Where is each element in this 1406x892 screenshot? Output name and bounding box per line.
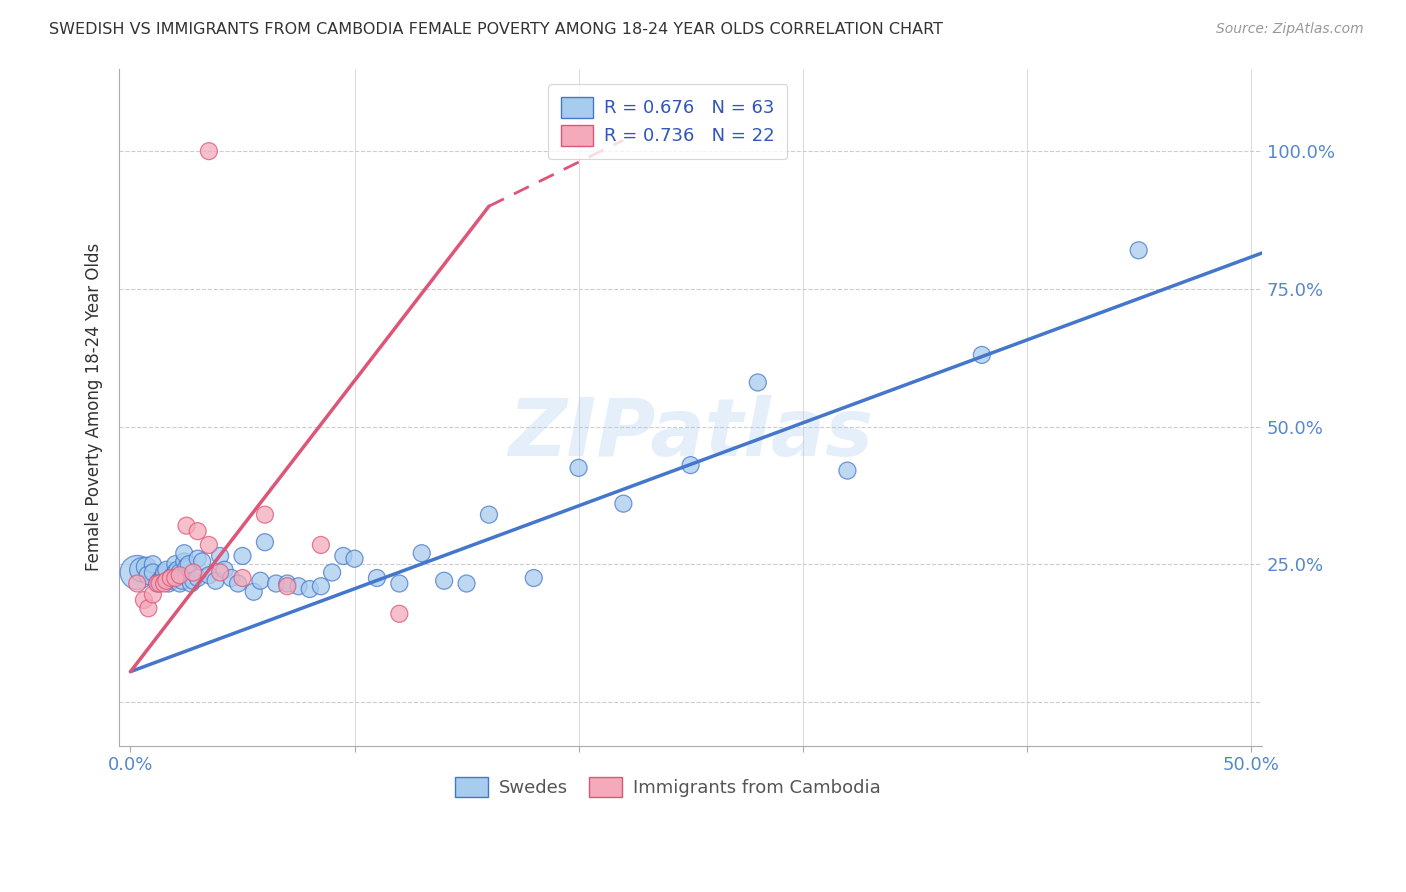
Point — [159, 571, 181, 585]
Point — [411, 546, 433, 560]
Point — [612, 497, 634, 511]
Point — [253, 535, 276, 549]
Point — [747, 376, 769, 390]
Point — [173, 546, 195, 560]
Point — [523, 571, 546, 585]
Point — [162, 568, 184, 582]
Point — [209, 566, 232, 580]
Point — [165, 558, 187, 572]
Point — [198, 568, 221, 582]
Point — [155, 563, 177, 577]
Text: ZIPatlas: ZIPatlas — [508, 395, 873, 474]
Point — [127, 576, 149, 591]
Point — [226, 576, 249, 591]
Point — [181, 574, 204, 588]
Legend: Swedes, Immigrants from Cambodia: Swedes, Immigrants from Cambodia — [449, 770, 887, 805]
Point — [221, 571, 243, 585]
Point — [388, 576, 411, 591]
Point — [135, 560, 157, 574]
Point — [165, 566, 187, 580]
Point — [181, 566, 204, 580]
Text: Source: ZipAtlas.com: Source: ZipAtlas.com — [1216, 22, 1364, 37]
Point — [187, 551, 209, 566]
Point — [343, 551, 366, 566]
Point — [177, 558, 200, 572]
Point — [214, 563, 236, 577]
Point — [149, 576, 172, 591]
Point — [153, 566, 176, 580]
Point — [679, 458, 702, 472]
Point — [287, 579, 309, 593]
Point — [276, 576, 298, 591]
Point — [170, 574, 193, 588]
Point — [138, 601, 160, 615]
Point — [298, 582, 321, 596]
Point — [176, 518, 198, 533]
Point — [159, 571, 181, 585]
Point — [166, 563, 188, 577]
Point — [837, 464, 859, 478]
Point — [176, 560, 198, 574]
Point — [138, 568, 160, 582]
Point — [264, 576, 287, 591]
Point — [1128, 244, 1150, 258]
Point — [157, 576, 180, 591]
Point — [146, 576, 169, 591]
Point — [132, 593, 155, 607]
Point — [478, 508, 501, 522]
Point — [567, 460, 589, 475]
Point — [142, 588, 165, 602]
Point — [198, 144, 221, 158]
Point — [309, 579, 332, 593]
Point — [159, 574, 181, 588]
Point — [970, 348, 993, 362]
Point — [332, 549, 354, 563]
Point — [321, 566, 343, 580]
Point — [209, 549, 232, 563]
Point — [433, 574, 456, 588]
Point — [204, 574, 226, 588]
Point — [142, 558, 165, 572]
Point — [231, 549, 253, 563]
Point — [309, 538, 332, 552]
Point — [146, 576, 169, 591]
Point — [153, 568, 176, 582]
Point — [180, 576, 202, 591]
Point — [142, 566, 165, 580]
Point — [191, 554, 214, 568]
Point — [155, 574, 177, 588]
Point — [456, 576, 478, 591]
Point — [198, 538, 221, 552]
Point — [276, 579, 298, 593]
Point — [253, 508, 276, 522]
Point — [169, 576, 191, 591]
Point — [187, 524, 209, 538]
Point — [149, 574, 172, 588]
Point — [187, 571, 209, 585]
Point — [169, 568, 191, 582]
Point — [231, 571, 253, 585]
Point — [366, 571, 388, 585]
Y-axis label: Female Poverty Among 18-24 Year Olds: Female Poverty Among 18-24 Year Olds — [86, 244, 103, 572]
Point — [127, 566, 149, 580]
Point — [131, 563, 153, 577]
Point — [165, 571, 187, 585]
Point — [153, 576, 176, 591]
Point — [150, 571, 173, 585]
Point — [173, 554, 195, 568]
Point — [169, 566, 191, 580]
Point — [388, 607, 411, 621]
Text: SWEDISH VS IMMIGRANTS FROM CAMBODIA FEMALE POVERTY AMONG 18-24 YEAR OLDS CORRELA: SWEDISH VS IMMIGRANTS FROM CAMBODIA FEMA… — [49, 22, 943, 37]
Point — [242, 584, 264, 599]
Point — [249, 574, 271, 588]
